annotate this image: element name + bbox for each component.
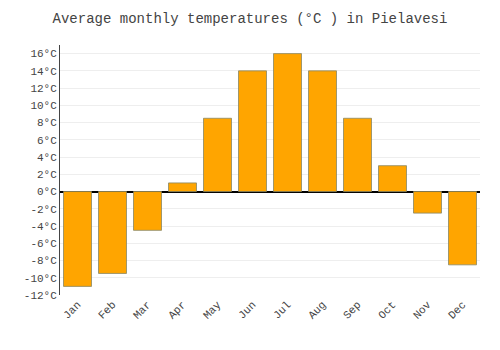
svg-text:-4°C: -4°C xyxy=(30,221,57,233)
svg-text:Apr: Apr xyxy=(166,299,188,321)
svg-text:-6°C: -6°C xyxy=(30,238,57,250)
svg-text:Oct: Oct xyxy=(376,299,398,321)
svg-text:14°C: 14°C xyxy=(30,66,57,78)
svg-text:Nov: Nov xyxy=(411,299,434,322)
svg-text:-8°C: -8°C xyxy=(30,255,57,267)
svg-text:Jun: Jun xyxy=(236,299,258,321)
svg-text:Average monthly temperatures (: Average monthly temperatures (°C ) in Pi… xyxy=(53,11,448,27)
svg-text:4°C: 4°C xyxy=(37,152,57,164)
svg-text:Aug: Aug xyxy=(306,299,328,321)
svg-text:May: May xyxy=(201,299,224,322)
svg-text:10°C: 10°C xyxy=(30,100,57,112)
svg-text:Dec: Dec xyxy=(446,299,468,321)
svg-text:16°C: 16°C xyxy=(30,48,57,60)
svg-text:Sep: Sep xyxy=(341,299,363,321)
svg-text:-10°C: -10°C xyxy=(24,273,57,285)
svg-text:12°C: 12°C xyxy=(30,83,57,95)
svg-text:Feb: Feb xyxy=(96,299,118,321)
svg-text:6°C: 6°C xyxy=(37,135,57,147)
svg-text:8°C: 8°C xyxy=(37,117,57,129)
svg-text:0°C: 0°C xyxy=(37,186,57,198)
svg-text:Jan: Jan xyxy=(61,299,83,321)
svg-text:Mar: Mar xyxy=(131,299,153,321)
svg-text:2°C: 2°C xyxy=(37,169,57,181)
svg-text:-12°C: -12°C xyxy=(24,290,57,302)
svg-text:-2°C: -2°C xyxy=(30,204,57,216)
svg-text:Jul: Jul xyxy=(271,299,293,321)
